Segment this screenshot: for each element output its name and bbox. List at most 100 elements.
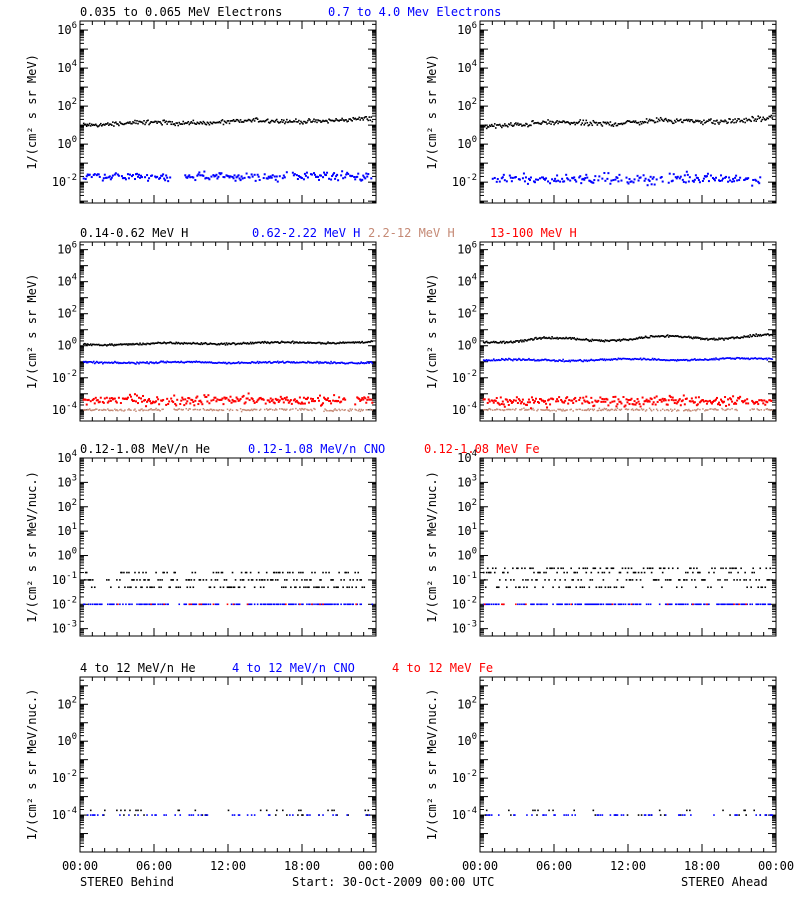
data-point bbox=[624, 404, 627, 407]
data-point bbox=[681, 399, 684, 402]
data-point bbox=[319, 394, 322, 397]
data-point bbox=[608, 358, 611, 361]
data-point bbox=[537, 359, 539, 361]
data-point bbox=[242, 394, 245, 397]
data-point bbox=[501, 176, 504, 179]
data-point bbox=[277, 571, 280, 574]
data-point bbox=[532, 567, 534, 570]
data-point bbox=[683, 336, 685, 338]
data-point bbox=[112, 409, 114, 412]
data-point bbox=[167, 402, 170, 405]
data-point bbox=[723, 400, 726, 403]
y-tick-label: 10-2 bbox=[52, 173, 77, 189]
data-point bbox=[371, 409, 374, 411]
data-point bbox=[654, 335, 657, 338]
data-point bbox=[707, 339, 709, 341]
data-point bbox=[216, 409, 219, 412]
data-point bbox=[89, 603, 92, 606]
data-point bbox=[671, 179, 674, 182]
data-point bbox=[704, 358, 706, 360]
data-point bbox=[362, 409, 364, 411]
data-point bbox=[205, 342, 208, 345]
data-point bbox=[510, 122, 512, 124]
data-point bbox=[263, 603, 266, 606]
data-point bbox=[502, 571, 504, 574]
data-point bbox=[491, 125, 494, 127]
data-point bbox=[297, 361, 299, 364]
data-point bbox=[178, 603, 181, 606]
x-ticks bbox=[79, 242, 377, 421]
data-point bbox=[157, 579, 159, 581]
data-point bbox=[368, 398, 371, 401]
data-point bbox=[331, 603, 333, 606]
data-point bbox=[266, 361, 269, 364]
data-point bbox=[677, 120, 680, 122]
data-point bbox=[585, 395, 588, 398]
data-point bbox=[494, 127, 497, 129]
data-point bbox=[296, 341, 298, 343]
data-point bbox=[576, 337, 579, 340]
data-point bbox=[598, 407, 601, 410]
data-point bbox=[599, 396, 602, 399]
data-point bbox=[179, 586, 182, 589]
data-point bbox=[572, 337, 574, 340]
data-point bbox=[342, 341, 344, 343]
data-point bbox=[568, 337, 570, 339]
data-point bbox=[201, 361, 204, 363]
data-point bbox=[131, 361, 133, 364]
data-point bbox=[101, 409, 103, 411]
data-point bbox=[495, 409, 497, 411]
data-point bbox=[601, 177, 604, 180]
data-point bbox=[370, 177, 373, 180]
data-point bbox=[555, 121, 557, 123]
data-point bbox=[181, 123, 184, 125]
data-point bbox=[579, 586, 582, 589]
data-point bbox=[94, 361, 97, 364]
data-point bbox=[762, 402, 765, 405]
data-point bbox=[246, 342, 249, 344]
data-point bbox=[101, 179, 104, 182]
data-point bbox=[672, 409, 674, 411]
data-point bbox=[747, 357, 749, 360]
data-point bbox=[195, 360, 198, 363]
x-tick-label: 00:00 bbox=[758, 859, 794, 873]
data-point bbox=[306, 396, 309, 399]
data-point bbox=[559, 337, 561, 339]
data-point bbox=[159, 341, 161, 344]
data-point bbox=[210, 579, 213, 581]
data-point bbox=[355, 118, 358, 121]
data-point bbox=[591, 359, 594, 362]
data-point bbox=[543, 120, 545, 123]
data-point bbox=[220, 342, 223, 345]
data-point bbox=[289, 571, 291, 574]
series bbox=[82, 340, 374, 347]
data-point bbox=[248, 399, 251, 402]
data-point bbox=[101, 344, 103, 347]
data-point bbox=[736, 119, 738, 122]
data-point bbox=[317, 586, 319, 589]
data-point bbox=[511, 124, 513, 127]
data-point bbox=[747, 118, 749, 121]
data-point bbox=[694, 174, 697, 177]
data-point bbox=[211, 343, 214, 345]
data-point bbox=[625, 398, 628, 401]
data-point bbox=[651, 403, 654, 406]
data-point bbox=[144, 343, 146, 345]
data-point bbox=[88, 173, 91, 176]
data-point bbox=[617, 339, 620, 342]
data-point bbox=[693, 401, 696, 404]
data-point bbox=[539, 359, 541, 361]
data-point bbox=[206, 361, 209, 364]
data-point bbox=[204, 395, 207, 398]
data-point bbox=[672, 399, 675, 402]
data-point bbox=[285, 361, 287, 364]
data-point bbox=[190, 360, 193, 363]
data-point bbox=[487, 126, 490, 128]
data-point bbox=[269, 603, 272, 606]
data-point bbox=[285, 171, 288, 174]
data-point bbox=[361, 586, 364, 589]
data-point bbox=[644, 410, 647, 412]
data-point bbox=[579, 175, 582, 178]
data-point bbox=[352, 362, 354, 364]
data-point bbox=[184, 398, 187, 401]
